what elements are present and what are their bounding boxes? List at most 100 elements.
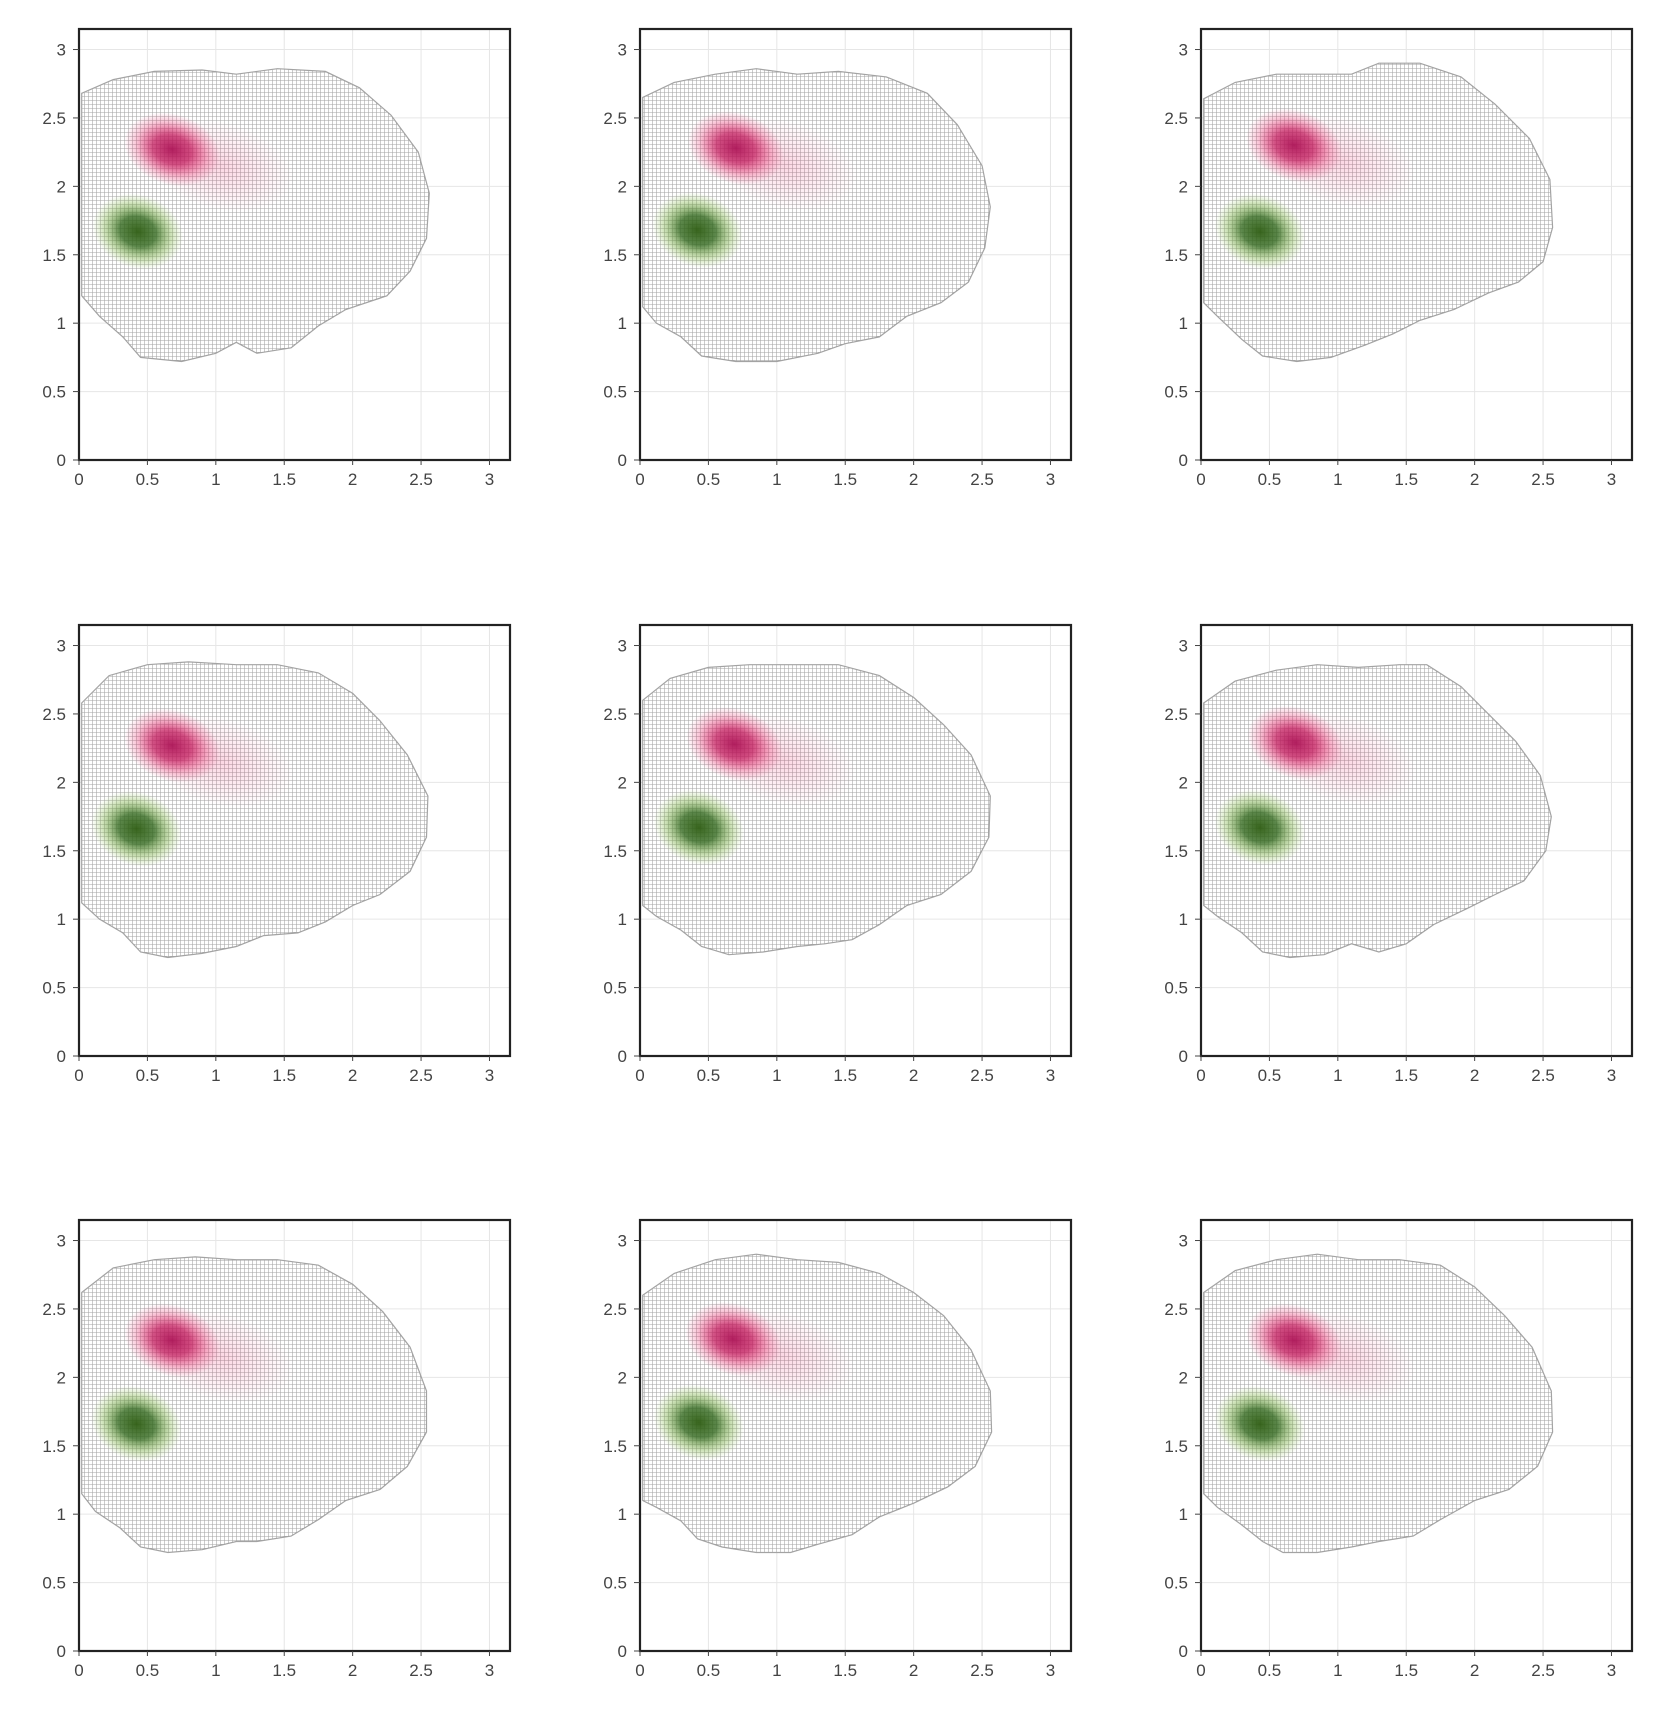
x-tick-label: 1.5 bbox=[1394, 1661, 1418, 1680]
green-cluster bbox=[1214, 1385, 1306, 1463]
x-tick-label: 0.5 bbox=[697, 1661, 721, 1680]
chart-panel-5: 0 0.5 1 1.5 2 2.5 3 0 0.5 1 1.5 2 2.5 3 bbox=[603, 623, 1073, 1085]
plot-frame bbox=[1199, 27, 1634, 462]
x-tick-label: 3 bbox=[485, 1066, 494, 1085]
x-tick-label: 0 bbox=[74, 1066, 83, 1085]
x-tick-label: 0.5 bbox=[136, 1661, 160, 1680]
green-cluster bbox=[90, 1385, 182, 1463]
y-tick-label: 1 bbox=[57, 314, 66, 333]
y-tick-label: 0.5 bbox=[1164, 383, 1188, 402]
chart-panel-8: 0 0.5 1 1.5 2 2.5 3 0 0.5 1 1.5 2 2.5 3 bbox=[603, 1218, 1073, 1680]
y-tick-label: 0 bbox=[57, 1047, 66, 1066]
x-tick-label: 1 bbox=[211, 470, 220, 489]
y-tick-label: 0.5 bbox=[603, 383, 627, 402]
x-tick-label: 0.5 bbox=[1258, 1066, 1282, 1085]
y-tick-label: 2 bbox=[618, 177, 627, 196]
y-tick-label: 0 bbox=[57, 451, 66, 470]
y-tick-label: 1 bbox=[1179, 1505, 1188, 1524]
y-tick-label: 0 bbox=[618, 1642, 627, 1661]
plot-frame bbox=[1199, 623, 1634, 1058]
magenta-cluster bbox=[1245, 1303, 1343, 1378]
x-tick-label: 2 bbox=[1470, 1661, 1479, 1680]
x-tick-label: 1.5 bbox=[833, 470, 857, 489]
y-tick-label: 0 bbox=[1179, 1642, 1188, 1661]
x-tick-label: 1 bbox=[1333, 1066, 1342, 1085]
y-tick-label: 2 bbox=[57, 773, 66, 792]
y-tick-label: 2.5 bbox=[42, 109, 66, 128]
y-tick-label: 0.5 bbox=[42, 383, 66, 402]
x-tick-label: 2.5 bbox=[970, 1661, 994, 1680]
x-tick-label: 1.5 bbox=[1394, 470, 1418, 489]
chart-panel-2: 0 0.5 1 1.5 2 2.5 3 0 0.5 1 1.5 2 2.5 3 bbox=[603, 27, 1073, 489]
plot-frame bbox=[1199, 1218, 1634, 1653]
x-tick-label: 0 bbox=[1196, 1066, 1205, 1085]
chart-panel-7: 0 0.5 1 1.5 2 2.5 3 0 0.5 1 1.5 2 2.5 3 bbox=[42, 1218, 512, 1680]
x-tick-label: 1 bbox=[211, 1661, 220, 1680]
x-tick-label: 1.5 bbox=[272, 470, 296, 489]
y-tick-label: 3 bbox=[618, 1232, 627, 1251]
x-tick-label: 3 bbox=[1607, 1066, 1616, 1085]
chart-panel-6: 0 0.5 1 1.5 2 2.5 3 0 0.5 1 1.5 2 2.5 3 bbox=[1164, 623, 1634, 1085]
green-cluster bbox=[92, 193, 184, 270]
x-tick-label: 1 bbox=[772, 1661, 781, 1680]
x-tick-label: 2 bbox=[348, 470, 357, 489]
plot-frame bbox=[77, 1218, 512, 1653]
y-tick-label: 2.5 bbox=[1164, 705, 1188, 724]
y-tick-label: 2 bbox=[1179, 1368, 1188, 1387]
x-tick-label: 1 bbox=[1333, 470, 1342, 489]
x-tick-label: 3 bbox=[1607, 1661, 1616, 1680]
y-tick-label: 2 bbox=[618, 1368, 627, 1387]
y-tick-label: 3 bbox=[618, 637, 627, 656]
y-tick-label: 0 bbox=[57, 1642, 66, 1661]
y-tick-label: 1 bbox=[1179, 910, 1188, 929]
x-tick-label: 1.5 bbox=[833, 1661, 857, 1680]
y-tick-label: 2.5 bbox=[603, 705, 627, 724]
x-tick-label: 1 bbox=[772, 1066, 781, 1085]
x-tick-label: 0.5 bbox=[1258, 470, 1282, 489]
x-tick-label: 2.5 bbox=[409, 1066, 433, 1085]
y-tick-label: 0.5 bbox=[1164, 1574, 1188, 1593]
y-tick-label: 3 bbox=[57, 41, 66, 60]
y-tick-label: 2.5 bbox=[1164, 1300, 1188, 1319]
y-tick-label: 3 bbox=[618, 41, 627, 60]
chart-panel-9: 0 0.5 1 1.5 2 2.5 3 0 0.5 1 1.5 2 2.5 3 bbox=[1164, 1218, 1634, 1680]
y-tick-label: 3 bbox=[1179, 41, 1188, 60]
x-tick-label: 2.5 bbox=[409, 470, 433, 489]
y-tick-label: 1 bbox=[618, 910, 627, 929]
y-tick-label: 0.5 bbox=[42, 1574, 66, 1593]
y-tick-label: 1.5 bbox=[603, 246, 627, 265]
magenta-cluster bbox=[123, 708, 221, 783]
y-tick-label: 0 bbox=[1179, 1047, 1188, 1066]
x-tick-label: 2.5 bbox=[970, 470, 994, 489]
x-tick-label: 1 bbox=[772, 470, 781, 489]
y-tick-label: 2 bbox=[57, 1368, 66, 1387]
x-tick-label: 1.5 bbox=[272, 1066, 296, 1085]
x-tick-label: 0 bbox=[1196, 1661, 1205, 1680]
y-tick-label: 2.5 bbox=[42, 705, 66, 724]
x-tick-label: 2.5 bbox=[409, 1661, 433, 1680]
y-tick-label: 1.5 bbox=[42, 1437, 66, 1456]
magenta-cluster bbox=[123, 112, 221, 187]
y-tick-label: 0 bbox=[618, 451, 627, 470]
x-tick-label: 2 bbox=[909, 1066, 918, 1085]
x-tick-label: 1 bbox=[1333, 1661, 1342, 1680]
green-cluster bbox=[651, 191, 743, 269]
green-cluster bbox=[1214, 193, 1306, 270]
chart-panel-3: 0 0.5 1 1.5 2 2.5 3 0 0.5 1 1.5 2 2.5 3 bbox=[1164, 27, 1634, 489]
y-tick-label: 1 bbox=[618, 314, 627, 333]
magenta-cluster bbox=[684, 1301, 782, 1377]
y-tick-label: 1.5 bbox=[603, 842, 627, 861]
y-tick-label: 2.5 bbox=[42, 1300, 66, 1319]
x-tick-label: 3 bbox=[1046, 1066, 1055, 1085]
x-tick-label: 2.5 bbox=[1531, 470, 1555, 489]
y-tick-label: 1.5 bbox=[1164, 246, 1188, 265]
x-tick-label: 3 bbox=[1607, 470, 1616, 489]
green-cluster bbox=[1214, 789, 1306, 866]
x-tick-label: 0 bbox=[635, 470, 644, 489]
green-cluster bbox=[653, 1384, 745, 1461]
y-tick-label: 1.5 bbox=[603, 1437, 627, 1456]
plot-frame bbox=[77, 623, 512, 1058]
x-tick-label: 1 bbox=[211, 1066, 220, 1085]
y-tick-label: 1 bbox=[618, 1505, 627, 1524]
magenta-cluster bbox=[1245, 108, 1343, 183]
